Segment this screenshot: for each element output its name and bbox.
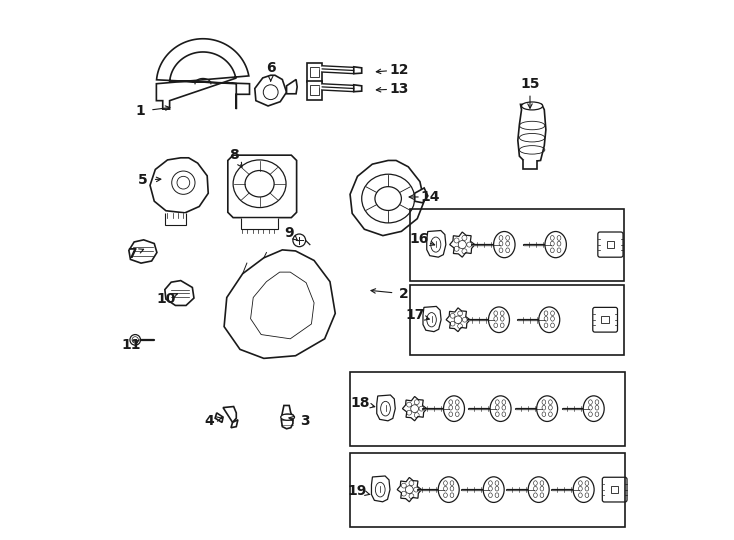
Circle shape [454,316,462,323]
Text: 1: 1 [136,104,145,118]
Polygon shape [223,407,236,422]
Polygon shape [446,308,470,332]
Polygon shape [286,79,297,94]
Ellipse shape [545,232,567,258]
Text: 14: 14 [421,190,440,204]
Polygon shape [450,232,475,257]
Polygon shape [165,213,186,225]
Ellipse shape [528,477,549,502]
Polygon shape [228,155,297,218]
Text: 16: 16 [409,232,429,246]
Bar [601,316,609,323]
Polygon shape [241,218,278,230]
Polygon shape [129,240,157,263]
Ellipse shape [443,396,465,421]
Polygon shape [402,396,426,421]
Polygon shape [426,231,446,257]
Circle shape [411,405,418,413]
Bar [410,285,624,355]
FancyBboxPatch shape [597,232,623,257]
Text: 12: 12 [389,63,409,77]
Ellipse shape [573,477,594,502]
Text: 10: 10 [156,292,175,306]
Polygon shape [224,250,335,359]
Ellipse shape [280,414,294,420]
Text: 17: 17 [405,308,424,322]
Text: 18: 18 [351,396,371,410]
Polygon shape [215,413,223,422]
Polygon shape [371,476,390,502]
Bar [410,209,624,281]
Polygon shape [397,477,421,502]
Polygon shape [523,160,537,170]
Polygon shape [150,158,208,213]
Polygon shape [354,67,362,73]
Text: 8: 8 [229,147,239,161]
FancyBboxPatch shape [593,307,617,332]
Text: 19: 19 [348,484,367,498]
Ellipse shape [493,232,515,258]
Polygon shape [350,160,424,235]
Ellipse shape [489,307,509,333]
Bar [350,372,625,446]
Polygon shape [156,39,250,109]
Bar [611,486,618,494]
Polygon shape [377,395,396,421]
Ellipse shape [438,477,459,502]
Ellipse shape [584,396,604,421]
Text: 5: 5 [138,173,148,187]
Text: 2: 2 [399,287,409,301]
Ellipse shape [522,102,542,110]
Text: 11: 11 [122,338,141,352]
FancyBboxPatch shape [603,477,627,502]
Polygon shape [415,188,428,203]
Text: 9: 9 [284,226,294,240]
Bar [606,241,614,248]
Text: 7: 7 [127,247,137,261]
Text: 13: 13 [389,82,408,96]
Text: 4: 4 [205,414,214,428]
Polygon shape [308,80,322,99]
Polygon shape [354,85,362,92]
Polygon shape [423,306,441,332]
Circle shape [458,241,466,248]
Polygon shape [255,75,286,106]
Ellipse shape [483,477,504,502]
Ellipse shape [539,307,560,333]
Text: 3: 3 [299,414,309,428]
Text: 6: 6 [266,61,275,75]
Bar [350,453,625,526]
Polygon shape [308,63,322,82]
Ellipse shape [490,396,511,421]
Polygon shape [281,406,293,429]
Polygon shape [517,104,546,163]
Ellipse shape [537,396,558,421]
Polygon shape [231,420,238,428]
Circle shape [405,485,413,494]
Polygon shape [165,281,194,306]
Text: 15: 15 [520,77,539,91]
